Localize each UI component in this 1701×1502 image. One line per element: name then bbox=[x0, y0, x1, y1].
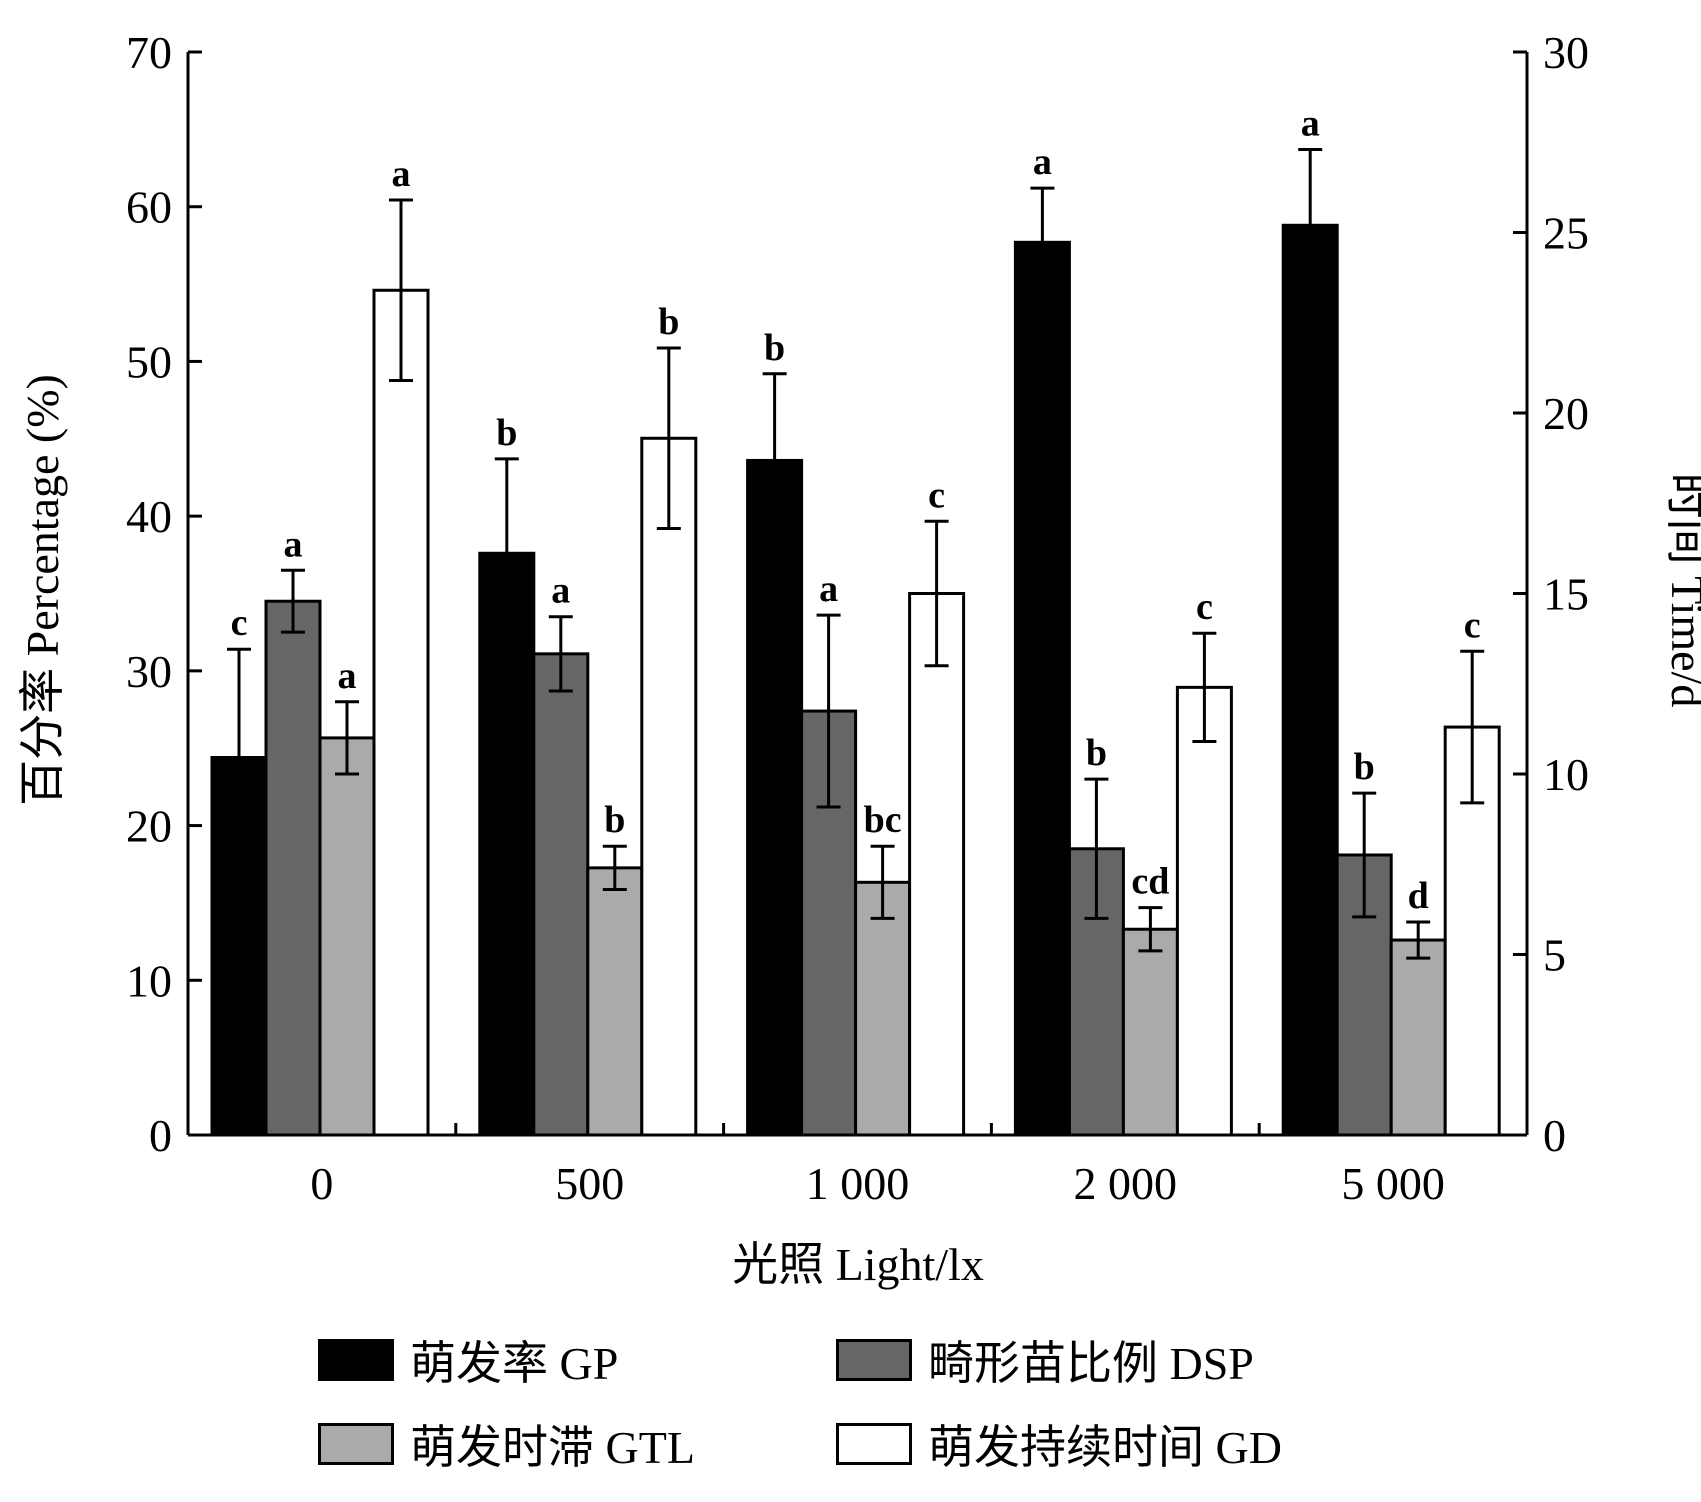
significance-label-0-0: c bbox=[231, 602, 248, 644]
legend: 萌发率 GP 畸形苗比例 DSP 萌发时滞 GTL 萌发持续时间 GD bbox=[318, 1330, 1438, 1490]
legend-label-gtl: 萌发时滞 GTL bbox=[410, 1422, 695, 1473]
y-left-tick-label-5: 50 bbox=[126, 336, 172, 387]
significance-label-1-2: a bbox=[819, 568, 838, 610]
y-axis-right-title: 时间 Time/d bbox=[1662, 473, 1701, 708]
y-axis-left-title: 百分率 Percentage (%) bbox=[17, 374, 68, 806]
bar-3-2 bbox=[908, 592, 966, 1137]
legend-swatch-gtl bbox=[318, 1423, 394, 1465]
significance-label-3-1: b bbox=[658, 301, 679, 343]
y-right-tick-label-5: 25 bbox=[1543, 208, 1589, 259]
significance-label-0-2: b bbox=[764, 327, 785, 369]
y-right-tick-label-6: 30 bbox=[1543, 27, 1589, 78]
y-left-tick-label-6: 60 bbox=[126, 182, 172, 233]
bar-3-0 bbox=[372, 288, 430, 1137]
y-left-tick-label-1: 10 bbox=[126, 955, 172, 1006]
bar-1-0 bbox=[264, 599, 322, 1137]
y-right-tick-label-2: 10 bbox=[1543, 749, 1589, 800]
legend-item-gtl: 萌发时滞 GTL bbox=[318, 1414, 695, 1474]
x-tick-label-4: 5 000 bbox=[1341, 1158, 1445, 1209]
legend-swatch-gp bbox=[318, 1339, 394, 1381]
bar-2-4 bbox=[1389, 938, 1447, 1137]
significance-label-2-2: bc bbox=[864, 799, 902, 841]
x-tick-label-2: 1 000 bbox=[806, 1158, 910, 1209]
significance-label-2-0: a bbox=[338, 655, 357, 697]
y-right-tick-label-3: 15 bbox=[1543, 569, 1589, 620]
legend-swatch-dsp bbox=[836, 1339, 912, 1381]
bar-2-0 bbox=[318, 736, 376, 1137]
significance-label-3-2: c bbox=[928, 474, 945, 516]
significance-label-1-3: b bbox=[1086, 732, 1107, 774]
bar-1-1 bbox=[532, 652, 590, 1137]
y-right-tick-label-0: 0 bbox=[1543, 1110, 1566, 1161]
y-left-tick-label-3: 30 bbox=[126, 646, 172, 697]
y-right-tick-label-1: 5 bbox=[1543, 930, 1566, 981]
bar-0-4 bbox=[1281, 223, 1339, 1137]
significance-label-0-3: a bbox=[1033, 141, 1052, 183]
significance-label-1-4: b bbox=[1354, 746, 1375, 788]
significance-label-2-3: cd bbox=[1131, 861, 1169, 903]
bar-2-3 bbox=[1121, 927, 1179, 1137]
x-tick-label-3: 2 000 bbox=[1074, 1158, 1178, 1209]
legend-item-gp: 萌发率 GP bbox=[318, 1330, 618, 1390]
bar-3-1 bbox=[640, 436, 698, 1137]
significance-label-3-4: c bbox=[1464, 604, 1481, 646]
significance-label-2-1: b bbox=[604, 799, 625, 841]
legend-label-gd: 萌发持续时间 GD bbox=[928, 1422, 1282, 1473]
significance-label-3-0: a bbox=[392, 153, 411, 195]
x-axis-title: 光照 Light/lx bbox=[732, 1239, 984, 1290]
significance-label-0-1: b bbox=[496, 412, 517, 454]
bar-0-3 bbox=[1013, 240, 1071, 1137]
y-left-tick-label-2: 20 bbox=[126, 801, 172, 852]
bar-2-1 bbox=[586, 866, 644, 1137]
legend-label-gp: 萌发率 GP bbox=[410, 1338, 619, 1389]
bar-2-2 bbox=[854, 880, 912, 1137]
y-right-tick-label-4: 20 bbox=[1543, 388, 1589, 439]
x-tick-label-0: 0 bbox=[310, 1158, 333, 1209]
legend-item-dsp: 畸形苗比例 DSP bbox=[836, 1330, 1254, 1390]
significance-label-3-3: c bbox=[1196, 586, 1213, 628]
y-left-tick-label-7: 70 bbox=[126, 27, 172, 78]
x-tick-label-1: 500 bbox=[555, 1158, 624, 1209]
legend-item-gd: 萌发持续时间 GD bbox=[836, 1414, 1282, 1474]
significance-label-1-0: a bbox=[284, 523, 303, 565]
significance-label-0-4: a bbox=[1301, 102, 1320, 144]
significance-label-2-4: d bbox=[1408, 875, 1429, 917]
bar-0-2 bbox=[746, 458, 804, 1137]
significance-label-1-1: a bbox=[551, 570, 570, 612]
y-left-tick-label-4: 40 bbox=[126, 491, 172, 542]
legend-label-dsp: 畸形苗比例 DSP bbox=[928, 1338, 1254, 1389]
chart-axes: 0 10 20 30 40 50 60 70 0 5 10 15 20 25 30 0 500 1 000 2 00… bbox=[126, 27, 1589, 1209]
legend-swatch-gd bbox=[836, 1423, 912, 1465]
bar-3-3 bbox=[1175, 685, 1233, 1137]
y-left-tick-label-0: 0 bbox=[149, 1110, 172, 1161]
